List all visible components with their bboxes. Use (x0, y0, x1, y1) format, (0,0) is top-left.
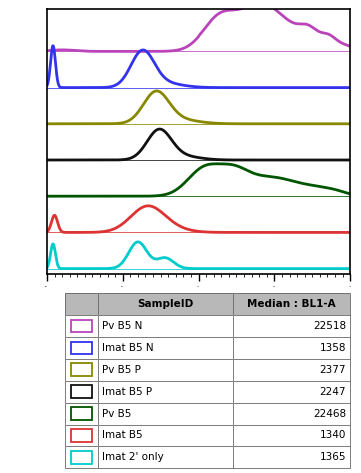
Text: SampleID: SampleID (138, 299, 193, 309)
Bar (233, 425, 350, 447)
Bar (233, 359, 350, 381)
Bar (65, 403, 98, 425)
Bar (65, 447, 98, 468)
Bar (65, 315, 98, 337)
Bar (65, 425, 98, 447)
Bar (65, 337, 98, 359)
Text: Imat B5 P: Imat B5 P (102, 387, 152, 397)
Bar (98, 337, 233, 359)
Bar (98, 337, 233, 359)
Bar (233, 447, 350, 468)
Bar (233, 293, 350, 315)
Bar (65, 315, 98, 337)
Bar (233, 381, 350, 403)
Text: 2377: 2377 (319, 365, 346, 375)
Bar (65, 359, 98, 381)
Text: Pv B5: Pv B5 (102, 409, 131, 419)
Bar (65, 381, 98, 403)
Bar (98, 359, 233, 381)
Bar (71, 342, 92, 354)
Bar (233, 315, 350, 337)
Bar (98, 315, 233, 337)
Bar (98, 447, 233, 468)
Bar (98, 403, 233, 425)
Bar (71, 451, 92, 464)
Bar (65, 425, 98, 447)
Text: 1340: 1340 (319, 430, 346, 440)
Bar (233, 337, 350, 359)
Text: 1358: 1358 (319, 343, 346, 353)
Bar (65, 447, 98, 468)
Bar (71, 363, 92, 376)
Bar (65, 337, 98, 359)
Bar (65, 359, 98, 381)
Bar (98, 425, 233, 447)
Bar (233, 447, 350, 468)
Text: Median : BL1-A: Median : BL1-A (247, 299, 336, 309)
Text: Imat B5 N: Imat B5 N (102, 343, 154, 353)
Bar (71, 429, 92, 442)
Bar (65, 403, 98, 425)
Bar (233, 293, 350, 315)
Bar (98, 293, 233, 315)
Text: Pv B5 N: Pv B5 N (102, 321, 143, 331)
Bar (233, 315, 350, 337)
Bar (98, 293, 233, 315)
Bar (233, 337, 350, 359)
Text: 22518: 22518 (313, 321, 346, 331)
Bar (233, 359, 350, 381)
Bar (98, 425, 233, 447)
Text: 1365: 1365 (319, 452, 346, 462)
Bar (233, 403, 350, 425)
Bar (71, 385, 92, 398)
Bar (233, 403, 350, 425)
Bar (233, 425, 350, 447)
Bar (98, 315, 233, 337)
Bar (65, 293, 98, 315)
Bar (71, 320, 92, 333)
Text: Imat 2' only: Imat 2' only (102, 452, 164, 462)
Bar (65, 381, 98, 403)
Bar (98, 381, 233, 403)
Text: 22468: 22468 (313, 409, 346, 419)
Bar (65, 293, 98, 315)
Bar (98, 381, 233, 403)
Text: Pv B5 P: Pv B5 P (102, 365, 141, 375)
Bar (98, 447, 233, 468)
Text: 2247: 2247 (319, 387, 346, 397)
Bar (233, 381, 350, 403)
Text: Imat B5: Imat B5 (102, 430, 143, 440)
Bar (71, 407, 92, 420)
Bar (98, 403, 233, 425)
Bar (98, 359, 233, 381)
